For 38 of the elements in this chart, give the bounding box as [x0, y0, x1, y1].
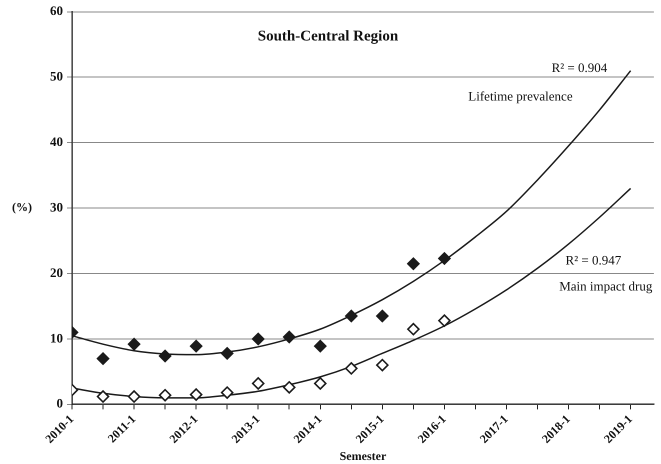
point	[282, 381, 296, 394]
y-tick-label: 40	[50, 134, 63, 150]
point	[438, 314, 451, 327]
point	[314, 340, 327, 352]
x-axis-title: Semester	[340, 448, 387, 463]
y-tick-label: 0	[56, 396, 63, 411]
point	[314, 377, 327, 390]
point	[190, 340, 202, 352]
point	[96, 390, 110, 403]
point	[96, 352, 110, 365]
point	[282, 330, 296, 344]
point	[158, 388, 172, 402]
point	[376, 310, 389, 322]
point	[158, 350, 172, 362]
text: South-Central Region	[258, 28, 399, 45]
y-axis-title: (%)	[12, 200, 32, 214]
annotation: Main impact drug	[559, 278, 653, 294]
y-tick-label: 10	[50, 330, 63, 346]
point	[252, 332, 265, 346]
point	[220, 347, 234, 360]
annotation: Lifetime prevalence	[468, 88, 573, 104]
y-tick-label: 30	[50, 199, 63, 214]
point	[252, 377, 265, 390]
point	[407, 322, 420, 336]
y-tick-label: 60	[50, 3, 63, 18]
point	[128, 338, 140, 350]
point	[220, 386, 234, 399]
point	[438, 252, 451, 265]
point	[345, 362, 358, 375]
y-tick-label: 50	[50, 68, 63, 84]
point	[190, 388, 202, 401]
point	[128, 390, 140, 403]
annotation: R² = 0.947	[566, 252, 622, 268]
point	[407, 257, 420, 270]
annotation: R² = 0.904	[552, 60, 608, 76]
y-tick-label: 20	[50, 264, 63, 280]
point	[376, 358, 389, 372]
point	[345, 310, 358, 322]
